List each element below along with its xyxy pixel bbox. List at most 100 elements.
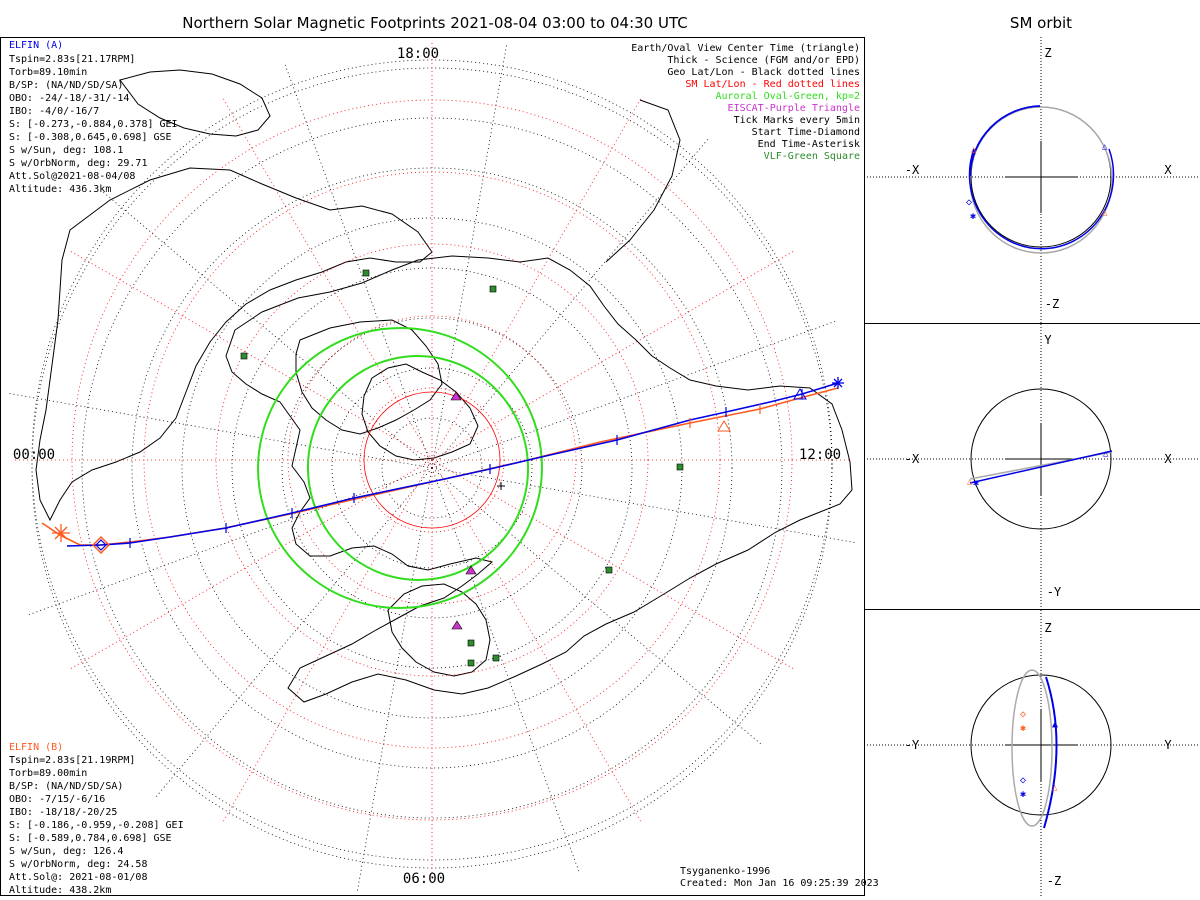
elfin-b-title: ELFIN (B)	[9, 742, 63, 753]
orbit-panel-xy: △ △ ✱ -X X Y -Y	[864, 324, 1200, 609]
elfin-a-tick-marks	[129, 389, 803, 548]
mlt-label-18: 18:00	[397, 46, 439, 62]
orbit-marker: ◇	[1020, 775, 1026, 786]
map-boundary-circle	[31, 59, 833, 861]
geo-latitude-circle	[281, 317, 583, 619]
axis-label-pos-h: X	[1164, 452, 1172, 466]
elfin-b-orbit	[1011, 669, 1053, 827]
orbit-marker: △	[1102, 208, 1108, 218]
orbit-marker: △	[1102, 142, 1108, 152]
orbit-marker: ✱	[1020, 723, 1026, 734]
sm-longitude-line	[431, 459, 643, 824]
elfin-a-line: S: [-0.273,-0.884,0.378] GEI	[9, 119, 178, 130]
elfin-b-line: B/SP: (NA/ND/SD/SA)	[9, 781, 123, 792]
elfin-a-line: Att.Sol@2021-08-04/08	[9, 171, 135, 182]
elfin-a-orbit	[969, 450, 1113, 484]
elfin-a-line: Tspin=2.83s[21.17RPM]	[9, 54, 135, 65]
created-timestamp: Created: Mon Jan 16 09:25:39 2023	[680, 878, 879, 889]
elfin-b-line: S w/Sun, deg: 126.4	[9, 846, 123, 857]
vlf-square	[467, 639, 475, 647]
vlf-markers	[240, 269, 684, 667]
elfin-a-end-asterisk	[832, 377, 844, 389]
elfin-b-line: Att.Sol@: 2021-08-01/08	[9, 872, 147, 883]
elfin-a-orbit-arc	[1043, 676, 1058, 829]
mlt-label-00: 00:00	[13, 447, 55, 463]
orbit-marker: ✱	[1020, 789, 1026, 800]
orbit-panel-xz: △ △ △ ◇ ✱ -X X Z -Z	[864, 37, 1200, 323]
orbit-marker: ◇	[966, 197, 972, 208]
elfin-a-line: S w/Sun, deg: 108.1	[9, 145, 123, 156]
elfin-b-view-center-triangle	[717, 420, 731, 432]
orbit-marker: △	[971, 145, 977, 155]
orbit-marker: △	[967, 477, 973, 487]
elfin-b-line: S: [-0.589,0.784,0.698] GSE	[9, 833, 172, 844]
sm-longitude-line	[68, 459, 433, 671]
vlf-square	[605, 566, 613, 574]
elfin-b-line: S: [-0.186,-0.959,-0.208] GEI	[9, 820, 184, 831]
eiscat-markers	[450, 391, 477, 630]
elfin-b-line: IBO: -18/18/-20/25	[9, 807, 117, 818]
auroral-oval-outer	[257, 326, 543, 610]
geo-latitude-circle	[381, 417, 483, 519]
axis-label-pos-h: X	[1164, 163, 1172, 177]
geo-longitude-line	[431, 467, 762, 745]
geo-longitude-line	[431, 320, 837, 469]
eiscat-triangle-2	[451, 620, 463, 630]
elfin-b-end-asterisk	[52, 524, 70, 542]
vlf-square	[489, 285, 497, 293]
sm-latlon-grid	[12, 40, 852, 880]
orbit-marker: ▲	[1052, 719, 1058, 730]
coastline-north-america	[35, 167, 433, 522]
elfin-a-start-diamond	[95, 539, 107, 551]
elfin-b-start-diamond	[91, 535, 111, 555]
legend-entry: EISCAT-Purple Triangle	[728, 103, 860, 114]
legend-entry: SM Lat/Lon - Red dotted lines	[685, 79, 860, 90]
pole-marker	[497, 482, 505, 490]
axis-label-pos-h: Y	[1164, 738, 1172, 752]
coastline-arctic-islands	[361, 363, 479, 461]
elfin-a-science-arc	[969, 105, 1041, 177]
elfin-a-info: ELFIN (A) Tspin=2.83s[21.17RPM] Torb=89.…	[9, 40, 178, 195]
elfin-b-line: OBO: -7/15/-6/16	[9, 794, 105, 805]
legend-entry: Tick Marks every 5min	[734, 115, 860, 126]
vlf-square	[240, 352, 248, 360]
elfin-a-line: Altitude: 436.3km	[9, 184, 111, 195]
elfin-b-line: Tspin=2.83s[21.19RPM]	[9, 755, 135, 766]
eiscat-triangle-3	[450, 391, 462, 401]
coastline-eurasia	[225, 255, 853, 703]
vlf-square	[467, 659, 475, 667]
sm-longitude-line	[431, 249, 796, 461]
geo-longitude-line	[155, 467, 433, 798]
legend-entry: Auroral Oval-Green, kp=2	[716, 91, 861, 102]
orbit-marker: △	[1103, 449, 1109, 459]
orbit-panel-yz: ▲ ◇ ✱ ◇ ✱ △ -Y Y Z -Z	[864, 610, 1200, 896]
elfin-b-info: ELFIN (B) Tspin=2.83s[21.19RPM] Torb=89.…	[9, 742, 184, 896]
sm-longitude-line	[431, 96, 643, 461]
footprint-tracks	[41, 377, 844, 555]
elfin-a-line: Torb=89.10min	[9, 67, 87, 78]
geo-latitude-circle	[231, 267, 633, 669]
axis-label-neg-h: -Y	[905, 738, 920, 752]
coastline-scandinavia	[387, 583, 491, 677]
mlt-label-12: 12:00	[799, 447, 841, 463]
elfin-a-line: B/SP: (NA/ND/SD/SA)	[9, 80, 123, 91]
auroral-oval	[257, 326, 543, 610]
polar-map	[8, 40, 856, 892]
main-title: Northern Solar Magnetic Footprints 2021-…	[182, 14, 687, 32]
axis-label-pos-v: Z	[1044, 621, 1051, 635]
elfin-b-line: Torb=89.00min	[9, 768, 87, 779]
geo-latitude-circle	[131, 167, 733, 769]
elfin-a-view-center-triangle	[793, 388, 807, 400]
axis-label-pos-v: Z	[1044, 46, 1051, 60]
geo-latitude-circle	[81, 117, 783, 819]
vlf-square	[492, 654, 500, 662]
elfin-a-orbit-arc	[968, 148, 1115, 250]
eiscat-triangle-1	[465, 565, 477, 575]
elfin-b-line: Altitude: 438.2km	[9, 885, 111, 896]
geo-longitude-line	[431, 138, 709, 469]
elfin-b-tick-marks	[689, 404, 761, 428]
elfin-a-title: ELFIN (A)	[9, 40, 63, 51]
geo-longitude-line	[431, 467, 856, 544]
elfin-a-line: OBO: -24/-18/-31/-14	[9, 93, 129, 104]
legend-entry: VLF-Green Square	[764, 151, 860, 162]
